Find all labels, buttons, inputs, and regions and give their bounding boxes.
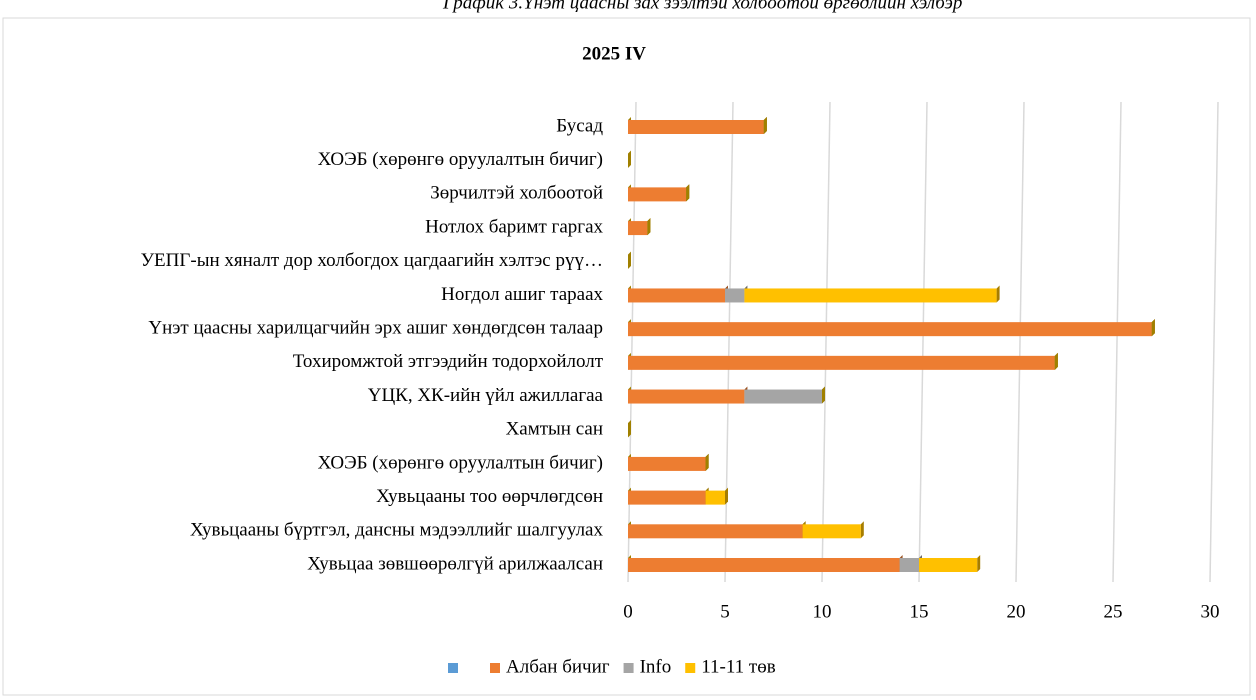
chart-title: 2025 IV	[582, 43, 646, 64]
bar	[628, 389, 745, 404]
x-tick-label: 5	[720, 601, 730, 622]
bar	[628, 355, 1055, 370]
bar	[725, 288, 745, 303]
bar	[628, 288, 725, 303]
y-tick-label: Бусад	[556, 115, 603, 136]
x-tick-label: 0	[623, 601, 633, 622]
x-tick-label: 10	[813, 601, 832, 622]
bar	[802, 524, 861, 539]
legend-swatch	[448, 663, 458, 673]
grid-line	[1112, 101, 1122, 583]
bar	[744, 389, 822, 404]
y-tick-label: Ногдол ашиг тараах	[441, 284, 603, 305]
bar	[628, 221, 648, 236]
bar-depth	[705, 453, 709, 471]
x-tick-label: 15	[910, 601, 929, 622]
bar	[628, 558, 900, 572]
y-tick-label: ҮЦК, ХК-ийн үйл ажиллагаа	[368, 385, 604, 406]
grid-line	[821, 101, 831, 583]
bar-depth	[628, 420, 631, 438]
bar-depth	[822, 386, 825, 404]
grid-line	[1209, 101, 1219, 583]
bar	[628, 322, 1152, 337]
legend-label: Info	[640, 656, 672, 677]
caption: График 3.Үнэт цаасны зах зээлтэй холбоот…	[442, 0, 962, 13]
bar-depth	[628, 251, 631, 269]
bar-depth	[1054, 352, 1058, 370]
bar	[899, 558, 919, 572]
y-tick-label: Хувьцааны бүртгэл, дансны мэдээллийг шал…	[190, 520, 604, 541]
bar-depth	[860, 521, 864, 539]
bar	[628, 524, 803, 539]
x-tick-label: 20	[1007, 601, 1026, 622]
bar-depth	[996, 285, 1000, 303]
bar-depth	[686, 184, 690, 202]
bar	[628, 490, 706, 505]
bar	[919, 558, 978, 572]
bar-depth	[725, 487, 728, 505]
y-tick-label: Үнэт цаасны харилцагчийн эрх ашиг хөндөг…	[148, 318, 603, 339]
y-tick-label: Хувьцаа зөвшөөрөлгүй арилжаалсан	[307, 553, 603, 574]
grid-line	[918, 101, 928, 583]
bar	[628, 456, 706, 471]
y-tick-label: ХОЭБ (хөрөнгө оруулалтын бичиг)	[318, 149, 603, 170]
caption-band	[0, 0, 1256, 16]
bar	[744, 288, 997, 303]
bar-depth	[763, 117, 767, 134]
bar-depth	[647, 218, 651, 236]
grid-line	[1015, 101, 1025, 583]
legend-label: 11-11 төв	[701, 656, 775, 677]
bar-depth	[1151, 319, 1155, 337]
legend-swatch	[685, 663, 696, 673]
x-tick-label: 30	[1201, 601, 1220, 622]
y-tick-label: Хамтын сан	[506, 419, 603, 440]
bar-depth	[977, 555, 981, 572]
legend-swatch	[623, 663, 634, 673]
y-tick-label: ХОЭБ (хөрөнгө оруулалтын бичиг)	[318, 452, 603, 473]
y-tick-label: УЕПГ-ын хяналт дор холбогдох цагдаагийн …	[141, 250, 603, 271]
y-tick-label: Хувьцааны тоо өөрчлөгдсөн	[376, 486, 603, 507]
chart-frame	[2, 17, 1251, 696]
y-tick-label: Зөрчилтэй холбоотой	[430, 183, 603, 204]
x-tick-label: 25	[1104, 601, 1123, 622]
bar	[628, 187, 687, 202]
bar-depth	[628, 150, 631, 168]
bar	[628, 120, 764, 134]
legend-swatch	[490, 663, 500, 673]
y-tick-label: Нотлох баримт гаргах	[425, 216, 603, 237]
y-tick-label: Тохиромжтой этгээдийн тодорхойлолт	[293, 351, 604, 372]
bar	[705, 490, 725, 505]
legend-label: Албан бичиг	[506, 656, 610, 677]
